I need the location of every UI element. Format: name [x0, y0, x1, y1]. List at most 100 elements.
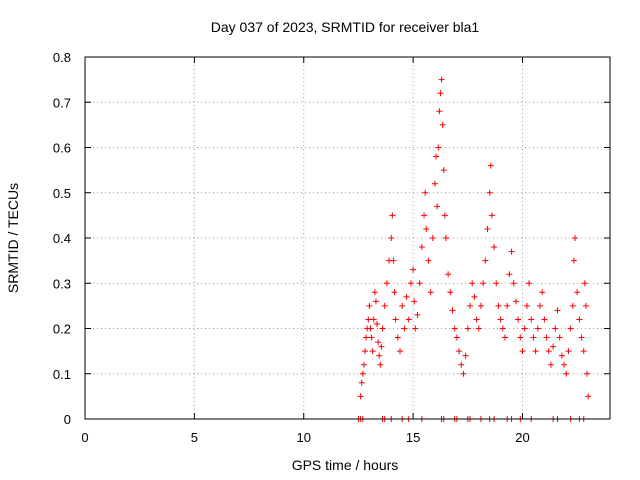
y-tick-label: 0.4	[53, 231, 71, 246]
y-tick-label: 0	[64, 412, 71, 427]
y-tick-label: 0.2	[53, 322, 71, 337]
data-point	[497, 316, 504, 323]
data-point	[584, 370, 591, 377]
axis-ticks	[84, 56, 610, 420]
plot-frame	[84, 56, 611, 420]
data-point	[394, 334, 401, 341]
data-point	[425, 257, 432, 264]
data-point	[552, 325, 559, 332]
data-point	[484, 225, 491, 232]
data-point	[539, 289, 546, 296]
data-point	[365, 316, 372, 323]
data-point	[493, 280, 500, 287]
data-point	[488, 212, 495, 219]
data-point	[392, 316, 399, 323]
data-point	[578, 334, 585, 341]
data-point	[357, 393, 364, 400]
x-axis-title: GPS time / hours	[292, 457, 399, 473]
data-point	[580, 348, 587, 355]
data-point	[453, 334, 460, 341]
x-tick-label: 10	[297, 430, 311, 445]
data-point	[469, 280, 476, 287]
data-point	[495, 302, 502, 309]
data-point	[487, 162, 494, 169]
data-point	[543, 334, 550, 341]
data-point	[374, 320, 381, 327]
data-point	[423, 225, 430, 232]
data-point	[581, 280, 588, 287]
data-point	[359, 370, 366, 377]
data-point	[508, 248, 515, 255]
data-point	[556, 334, 563, 341]
data-point	[550, 343, 557, 350]
data-point	[360, 361, 367, 368]
data-point	[502, 334, 508, 341]
data-point	[379, 325, 386, 332]
data-point	[422, 189, 429, 196]
y-tick-label: 0.7	[53, 95, 71, 110]
data-point	[486, 189, 493, 196]
x-tick-label: 5	[191, 430, 198, 445]
data-point	[439, 121, 446, 128]
data-point	[473, 316, 480, 323]
data-point	[405, 316, 412, 323]
data-point	[456, 348, 463, 355]
data-point	[383, 280, 390, 287]
data-point	[530, 334, 537, 341]
data-point	[482, 257, 489, 264]
data-point	[477, 302, 484, 309]
data-point	[521, 325, 528, 332]
y-tick-label: 0.1	[53, 367, 71, 382]
data-point	[370, 316, 377, 323]
data-point	[375, 339, 382, 346]
data-point	[414, 311, 421, 318]
data-point	[366, 302, 373, 309]
data-point	[554, 307, 561, 314]
data-point	[567, 325, 574, 332]
data-point	[563, 370, 570, 377]
data-point	[438, 76, 445, 83]
data-point	[376, 352, 383, 359]
data-point	[510, 280, 517, 287]
data-point	[410, 266, 417, 273]
y-axis-title: SRMTID / TECUs	[5, 183, 21, 293]
data-point	[399, 302, 406, 309]
data-point	[362, 348, 368, 355]
data-point	[388, 235, 395, 241]
data-point	[537, 302, 543, 309]
data-point	[372, 298, 379, 305]
data-point	[407, 280, 414, 287]
data-point	[401, 325, 408, 332]
data-point	[403, 293, 410, 300]
data-point	[363, 334, 370, 341]
data-point	[435, 144, 442, 151]
data-point	[358, 379, 365, 386]
data-point	[585, 393, 592, 400]
data-point	[434, 203, 441, 210]
data-point	[441, 212, 448, 219]
data-point	[436, 108, 443, 115]
y-tick-label: 0.5	[53, 186, 71, 201]
chart-title: Day 037 of 2023, SRMTID for receiver bla…	[211, 19, 480, 35]
data-point	[416, 280, 423, 287]
data-point	[471, 293, 478, 300]
data-point	[433, 153, 440, 160]
data-point	[421, 212, 428, 219]
data-point	[574, 289, 581, 296]
y-tick-label: 0.3	[53, 276, 71, 291]
data-point	[381, 302, 388, 309]
data-point	[558, 352, 565, 359]
x-tick-label: 0	[81, 430, 88, 445]
data-point	[367, 325, 374, 332]
data-point	[447, 289, 454, 296]
data-point	[545, 348, 552, 355]
data-point	[504, 302, 511, 309]
data-point	[418, 244, 425, 251]
data-point	[475, 325, 482, 332]
x-tick-label: 15	[406, 430, 420, 445]
data-point	[389, 212, 396, 219]
data-point	[462, 352, 469, 359]
data-point	[391, 289, 398, 296]
